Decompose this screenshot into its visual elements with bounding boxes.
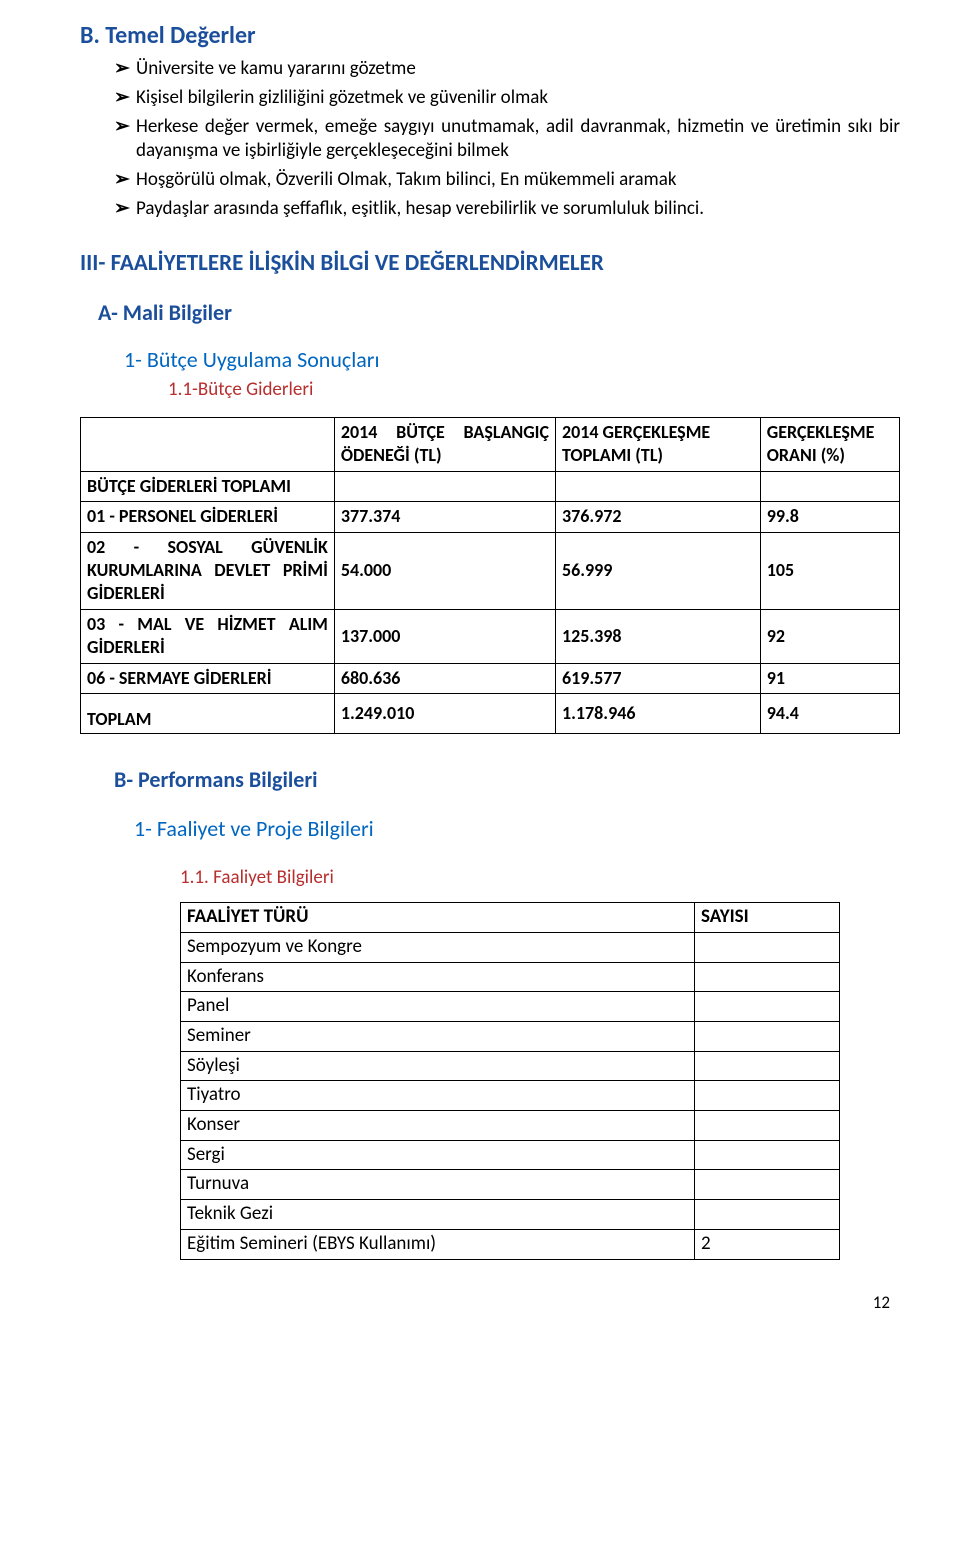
table-cell	[695, 1022, 840, 1052]
table-cell: 105	[760, 532, 899, 609]
table-cell-label: Sergi	[181, 1140, 695, 1170]
table-row: 02 - SOSYAL GÜVENLİK KURUMLARINA DEVLET …	[81, 532, 900, 609]
table-cell: 94.4	[760, 693, 899, 733]
table-cell-label: 03 - MAL VE HİZMET ALIM GİDERLERİ	[81, 609, 335, 663]
table-cell-empty	[81, 418, 335, 472]
table-cell: 680.636	[334, 663, 555, 693]
table-cell: 99.8	[760, 502, 899, 532]
table-cell-label: Panel	[181, 992, 695, 1022]
table-cell: 619.577	[556, 663, 761, 693]
table-cell	[760, 471, 899, 501]
table-row: Söyleşi	[181, 1051, 840, 1081]
table-cell	[695, 1051, 840, 1081]
table-row: 03 - MAL VE HİZMET ALIM GİDERLERİ 137.00…	[81, 609, 900, 663]
table-row: Tiyatro	[181, 1081, 840, 1111]
table-cell	[695, 1081, 840, 1111]
table-cell: 1.249.010	[334, 693, 555, 733]
table-cell-label: Eğitim Semineri (EBYS Kullanımı)	[181, 1229, 695, 1259]
bullet-text: Üniversite ve kamu yararını gözetme	[136, 57, 900, 82]
table-cell: 56.999	[556, 532, 761, 609]
table-cell: 1.178.946	[556, 693, 761, 733]
table-cell-label: Sempozyum ve Kongre	[181, 932, 695, 962]
table-cell-label: 02 - SOSYAL GÜVENLİK KURUMLARINA DEVLET …	[81, 532, 335, 609]
table-row: Eğitim Semineri (EBYS Kullanımı) 2	[181, 1229, 840, 1259]
table-cell: 54.000	[334, 532, 555, 609]
arrow-icon: ➢	[114, 115, 136, 164]
table-row: Sergi	[181, 1140, 840, 1170]
list-item: ➢ Kişisel bilgilerin gizliliğini gözetme…	[114, 86, 900, 111]
table-cell: 137.000	[334, 609, 555, 663]
table-row: Teknik Gezi	[181, 1200, 840, 1230]
table-cell	[334, 471, 555, 501]
table-row: 01 - PERSONEL GİDERLERİ 377.374 376.972 …	[81, 502, 900, 532]
table-cell-label: Seminer	[181, 1022, 695, 1052]
table-row: Konferans	[181, 962, 840, 992]
table-cell	[556, 471, 761, 501]
table-cell-label: TOPLAM	[81, 693, 335, 733]
table-cell-label: Söyleşi	[181, 1051, 695, 1081]
table-row: 06 - SERMAYE GİDERLERİ 680.636 619.577 9…	[81, 663, 900, 693]
table-header-orani: GERÇEKLEŞME ORANI (%)	[760, 418, 899, 472]
bullet-text: Herkese değer vermek, emeğe saygıyı unut…	[136, 115, 900, 164]
table-cell: 376.972	[556, 502, 761, 532]
table-cell: 377.374	[334, 502, 555, 532]
table-cell-label: Turnuva	[181, 1170, 695, 1200]
bullet-text: Paydaşlar arasında şeffaflık, eşitlik, h…	[136, 197, 900, 222]
table-header-faaliyet: FAALİYET TÜRÜ	[181, 903, 695, 933]
table-row: Seminer	[181, 1022, 840, 1052]
table-cell	[695, 1140, 840, 1170]
table-cell-label: Teknik Gezi	[181, 1200, 695, 1230]
table-cell-label: BÜTÇE GİDERLERİ TOPLAMI	[81, 471, 335, 501]
activity-type-table: FAALİYET TÜRÜ SAYISI Sempozyum ve Kongre…	[180, 902, 840, 1259]
values-bullet-list: ➢ Üniversite ve kamu yararını gözetme ➢ …	[80, 57, 900, 221]
budget-table: 2014 BÜTÇE BAŞLANGIÇ ÖDENEĞİ (TL) 2014 G…	[80, 417, 900, 734]
arrow-icon: ➢	[114, 168, 136, 193]
table-cell-label: 01 - PERSONEL GİDERLERİ	[81, 502, 335, 532]
list-item: ➢ Herkese değer vermek, emeğe saygıyı un…	[114, 115, 900, 164]
arrow-icon: ➢	[114, 197, 136, 222]
section-11b-heading: 1.1. Faaliyet Bilgileri	[180, 866, 900, 891]
table-header-sayisi: SAYISI	[695, 903, 840, 933]
table-cell: 92	[760, 609, 899, 663]
section-1b-heading: 1- Faaliyet ve Proje Bilgileri	[134, 815, 900, 844]
table-cell	[695, 962, 840, 992]
table-row: Konser	[181, 1111, 840, 1141]
section-b-heading: B- Performans Bilgileri	[114, 766, 900, 795]
table-row: Panel	[181, 992, 840, 1022]
table-row: Turnuva	[181, 1170, 840, 1200]
section-1-heading: 1- Bütçe Uygulama Sonuçları	[124, 346, 900, 375]
section-a-heading: A- Mali Bilgiler	[98, 299, 900, 328]
table-cell: 125.398	[556, 609, 761, 663]
table-cell-label: Tiyatro	[181, 1081, 695, 1111]
arrow-icon: ➢	[114, 57, 136, 82]
table-cell	[695, 1170, 840, 1200]
table-cell	[695, 1111, 840, 1141]
table-cell: 2	[695, 1229, 840, 1259]
list-item: ➢ Hoşgörülü olmak, Özverili Olmak, Takım…	[114, 168, 900, 193]
heading-b-temel-degerler: B. Temel Değerler	[80, 20, 900, 51]
table-cell-label: 06 - SERMAYE GİDERLERİ	[81, 663, 335, 693]
table-cell-label: Konferans	[181, 962, 695, 992]
arrow-icon: ➢	[114, 86, 136, 111]
table-row: FAALİYET TÜRÜ SAYISI	[181, 903, 840, 933]
bullet-text: Kişisel bilgilerin gizliliğini gözetmek …	[136, 86, 900, 111]
page-number: 12	[80, 1292, 900, 1314]
table-cell	[695, 992, 840, 1022]
table-cell-label: Konser	[181, 1111, 695, 1141]
table-row: Sempozyum ve Kongre	[181, 932, 840, 962]
bullet-text: Hoşgörülü olmak, Özverili Olmak, Takım b…	[136, 168, 900, 193]
table-header-gerceklesme: 2014 GERÇEKLEŞME TOPLAMI (TL)	[556, 418, 761, 472]
table-cell	[695, 1200, 840, 1230]
list-item: ➢ Paydaşlar arasında şeffaflık, eşitlik,…	[114, 197, 900, 222]
table-row: TOPLAM 1.249.010 1.178.946 94.4	[81, 693, 900, 733]
table-row: 2014 BÜTÇE BAŞLANGIÇ ÖDENEĞİ (TL) 2014 G…	[81, 418, 900, 472]
table-header-baslangic: 2014 BÜTÇE BAŞLANGIÇ ÖDENEĞİ (TL)	[334, 418, 555, 472]
section-11-heading: 1.1-Bütçe Giderleri	[168, 378, 900, 403]
table-cell	[695, 932, 840, 962]
section-iii-heading: III- FAALİYETLERE İLİŞKİN BİLGİ VE DEĞER…	[80, 249, 900, 279]
list-item: ➢ Üniversite ve kamu yararını gözetme	[114, 57, 900, 82]
table-row: BÜTÇE GİDERLERİ TOPLAMI	[81, 471, 900, 501]
table-cell: 91	[760, 663, 899, 693]
